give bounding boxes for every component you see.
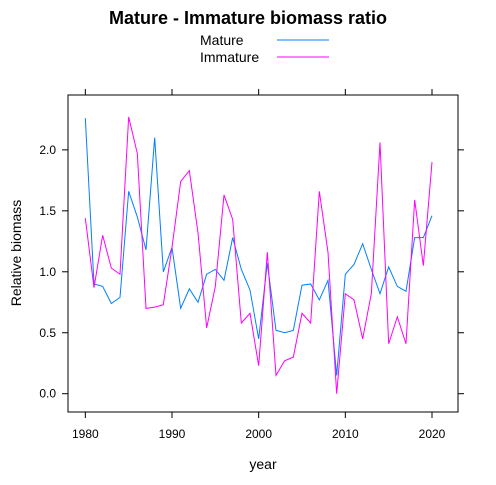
y-tick-label: 2.0 [39, 143, 56, 157]
legend-label-immature: Immature [200, 49, 259, 65]
y-tick-label: 1.5 [39, 204, 56, 218]
legend-label-mature: Mature [200, 32, 244, 48]
x-tick-label: 1990 [159, 427, 186, 441]
series-lines [84, 116, 433, 394]
series-line-mature [84, 118, 433, 376]
series-line-immature [84, 116, 433, 394]
x-tick-label: 1980 [72, 427, 99, 441]
y-axis: 0.0 0.5 1.0 1.5 2.0 [39, 143, 464, 401]
x-tick-label: 2010 [332, 427, 359, 441]
y-tick-label: 1.0 [39, 265, 56, 279]
plot-frame [67, 94, 459, 413]
x-axis-label: year [249, 456, 277, 472]
legend: Mature Immature [200, 32, 329, 65]
y-tick-label: 0.5 [39, 326, 56, 340]
y-tick-label: 0.0 [39, 387, 56, 401]
y-axis-label: Relative biomass [8, 200, 24, 307]
chart-title: Mature - Immature biomass ratio [109, 8, 387, 28]
x-tick-label: 2000 [245, 427, 272, 441]
x-axis: 1980 1990 2000 2010 2020 [72, 89, 446, 441]
x-tick-label: 2020 [419, 427, 446, 441]
